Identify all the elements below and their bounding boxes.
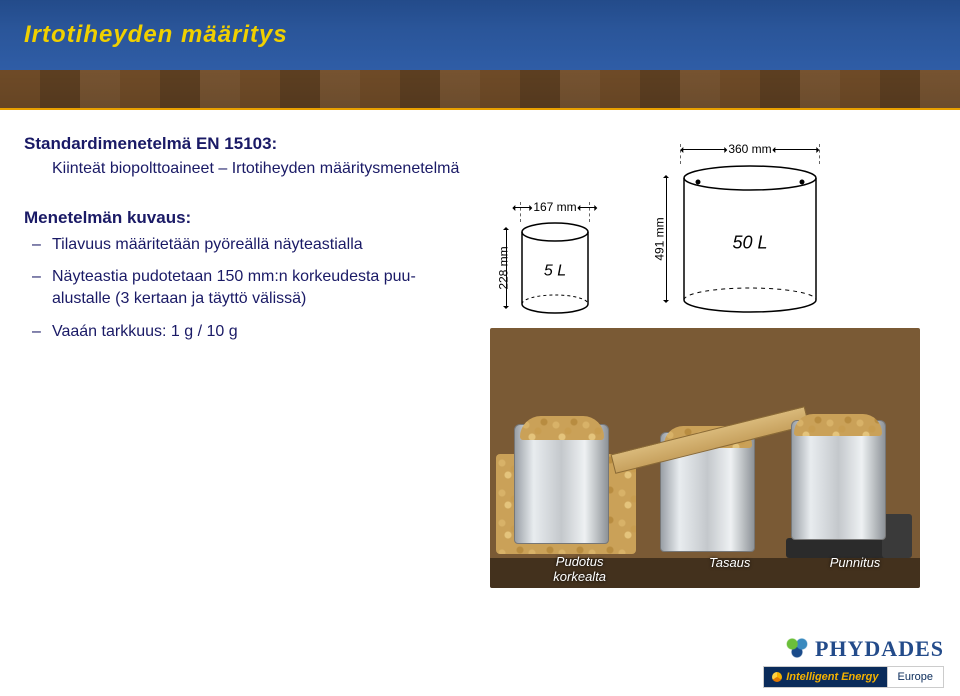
slide-title: Irtotiheyden määritys <box>24 21 288 49</box>
left-column: Standardimenetelmä EN 15103: Kiinteät bi… <box>24 134 474 588</box>
dim-label: 360 mm <box>728 142 771 156</box>
caption-right: Punnitus <box>830 555 881 584</box>
header-photo-strip <box>0 70 960 110</box>
method-bullets: Tilavuus määritetään pyöreällä näyteasti… <box>24 234 474 344</box>
photo-captions: Pudotus korkealta Tasaus Punnitus <box>490 555 920 584</box>
content-area: Standardimenetelmä EN 15103: Kiinteät bi… <box>0 110 960 588</box>
badge-right: Europe <box>887 667 943 687</box>
bullet-item: Tilavuus määritetään pyöreällä näyteasti… <box>52 234 474 256</box>
intelligent-energy-badge: Intelligent Energy Europe <box>763 666 944 688</box>
standard-label: Standardimenetelmä EN 15103: <box>24 134 474 154</box>
dim-label: 167 mm <box>533 200 576 214</box>
method-heading: Menetelmän kuvaus: <box>24 208 474 228</box>
small-volume-label: 5 L <box>544 263 566 281</box>
caption-left: Pudotus korkealta <box>530 555 630 584</box>
caption-mid: Tasaus <box>709 555 750 584</box>
standard-description: Kiinteät biopolttoaineet – Irtotiheyden … <box>52 158 474 180</box>
process-photo: Pudotus korkealta Tasaus Punnitus <box>490 328 920 588</box>
large-side-dim: 491 mm <box>653 217 667 260</box>
slide-header: Irtotiheyden määritys <box>0 0 960 70</box>
footer: PHYDADES Intelligent Energy Europe <box>763 636 944 688</box>
bullet-item: Vaaán tarkkuus: 1 g / 10 g <box>52 321 474 343</box>
small-cylinder-group: 167 mm 228 mm 5 L <box>520 222 590 314</box>
brand-logo: PHYDADES <box>815 636 944 662</box>
large-volume-label: 50 L <box>732 233 767 254</box>
bullet-item: Näyteastia pudotetaan 150 mm:n korkeudes… <box>52 266 474 311</box>
right-column: 167 mm 228 mm 5 L <box>490 134 936 588</box>
large-cylinder-group: 360 mm 491 mm 50 L <box>680 164 820 314</box>
large-top-dim: 360 mm <box>681 142 818 156</box>
small-top-dim: 167 mm <box>513 200 596 214</box>
badge-left: Intelligent Energy <box>764 667 886 687</box>
cylinder-diagram: 167 mm 228 mm 5 L <box>490 134 936 314</box>
small-side-dim: 228 mm <box>497 246 511 289</box>
